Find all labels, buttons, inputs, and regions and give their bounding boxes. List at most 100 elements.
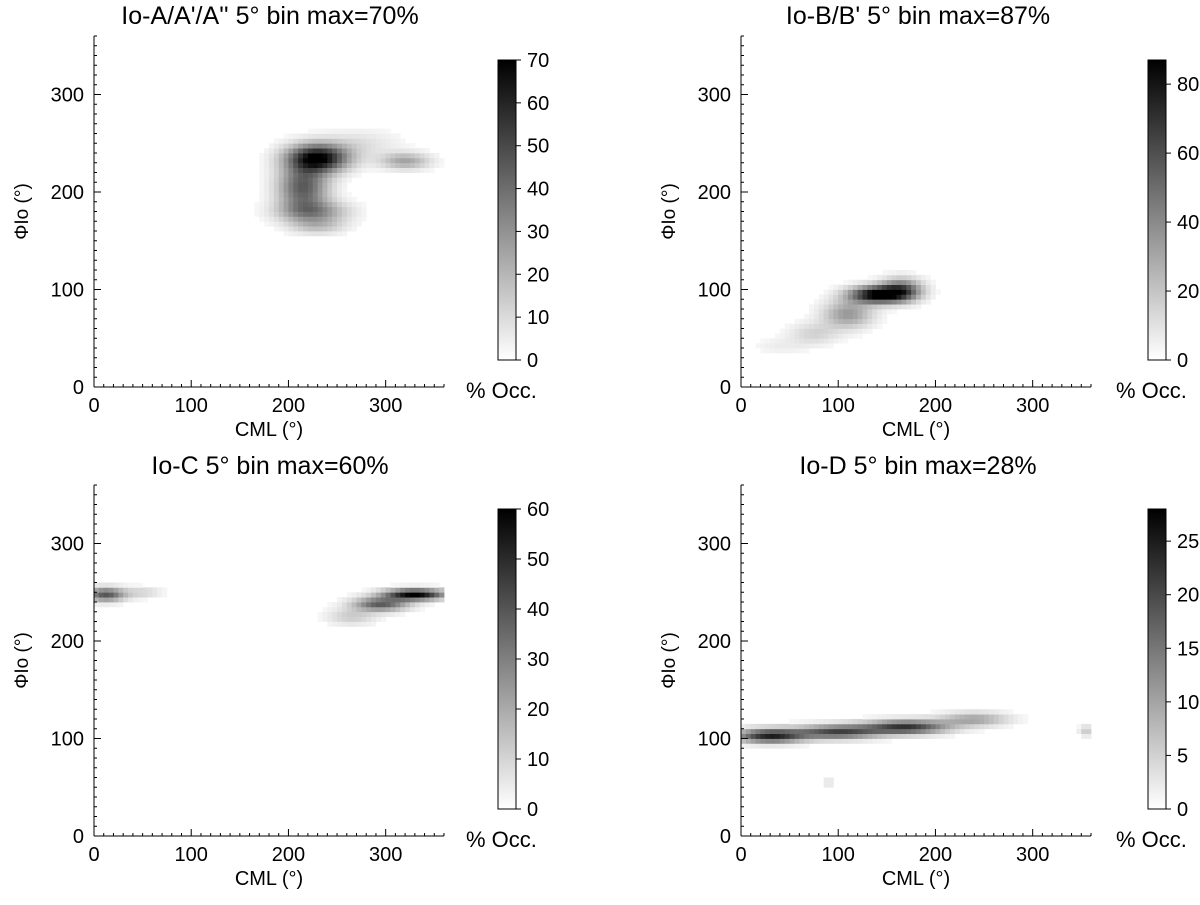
occupancy-cell [346,128,353,134]
occupancy-cell [838,318,844,325]
occupancy-cell [886,284,893,290]
occupancy-cell [993,719,1000,725]
occupancy-cell [881,294,888,300]
occupancy-cell [847,738,854,744]
panel-title: Io-D 5° bin max=28% [799,452,1036,480]
occupancy-cell [341,226,348,232]
occupancy-cell [375,143,382,149]
occupancy-cell [886,279,893,286]
occupancy-cell [390,167,396,173]
x-tick-label: 100 [175,395,208,417]
occupancy-cell [351,138,357,144]
occupancy-cell [375,133,382,139]
occupancy-cell [288,206,294,212]
occupancy-cell [327,221,333,227]
occupancy-cell [794,338,800,344]
occupancy-cell [307,187,314,193]
occupancy-cell [789,738,795,744]
occupancy-cell [327,128,333,134]
occupancy-cell [935,728,941,735]
occupancy-cell [809,333,815,339]
occupancy-cell [283,162,289,169]
occupancy-cell [779,333,786,339]
y-tick-label: 0 [720,377,731,399]
colorbar-tick-label: 0 [527,799,538,821]
occupancy-cell [828,733,834,739]
y-tick-label: 100 [51,729,84,751]
occupancy-cell [979,719,985,725]
occupancy-cell [988,709,995,715]
occupancy-cell [755,723,761,730]
occupancy-cell [828,738,834,744]
occupancy-cell [901,723,907,730]
occupancy-cell [375,167,382,173]
occupancy-cell [269,172,275,178]
occupancy-cell [847,333,854,339]
occupancy-cell [799,723,805,730]
occupancy-cell [317,231,323,237]
occupancy-cell [307,226,314,232]
occupancy-cell [833,723,839,730]
occupancy-cell [964,728,970,735]
occupancy-cell [813,299,820,305]
occupancy-cell [818,309,825,315]
occupancy-cell [862,733,868,739]
occupancy-cell [409,148,416,154]
occupancy-cell [332,128,338,134]
occupancy-cell [351,167,357,173]
occupancy-cell [273,192,280,198]
occupancy-cell [400,611,406,618]
occupancy-cell [312,226,319,232]
occupancy-cell [784,738,791,744]
occupancy-cell [424,602,430,608]
panel-title: Io-C 5° bin max=60% [151,452,388,480]
occupancy-cell [371,597,377,603]
occupancy-cell [750,743,756,749]
occupancy-cell [307,143,314,149]
occupancy-cell [916,279,922,286]
occupancy-cell [94,592,100,598]
occupancy-cell [293,172,299,178]
occupancy-cell [833,333,839,339]
occupancy-cell [278,206,284,212]
x-tick-label: 300 [1016,844,1049,866]
occupancy-cell [332,206,338,212]
occupancy-cell [916,719,922,725]
occupancy-cell [828,284,834,290]
occupancy-cell [298,226,304,232]
occupancy-cell [312,192,319,198]
occupancy-cell [891,284,897,290]
occupancy-cell [779,723,786,730]
occupancy-cell [337,196,343,203]
occupancy-cell [964,714,970,720]
occupancy-cell [264,172,270,178]
occupancy-cell [259,162,265,169]
occupancy-cell [872,294,878,300]
occupancy-cell [346,592,353,598]
occupancy-cell [298,196,304,203]
occupancy-cell [847,309,854,315]
occupancy-cell [283,133,289,139]
occupancy-cell [400,597,406,603]
occupancy-cell [872,289,878,295]
colorbar-tick-label: 0 [1177,799,1188,821]
occupancy-cell [351,206,357,212]
occupancy-cell [950,714,956,720]
occupancy-cell [380,602,387,608]
occupancy-cell [346,133,353,139]
occupancy-cell [818,318,825,325]
occupancy-cell [770,733,776,739]
occupancy-cell [395,138,401,144]
occupancy-cell [356,592,362,598]
y-tick-label: 200 [51,182,84,204]
occupancy-cell [818,719,825,725]
occupancy-cell [283,187,289,193]
occupancy-cell [346,192,353,198]
occupancy-cell [881,270,888,276]
occupancy-cell [775,723,781,730]
occupancy-cell [332,201,338,208]
occupancy-cell [916,274,922,281]
occupancy-cell [293,133,299,139]
occupancy-cell [385,153,391,159]
occupancy-cell [429,157,435,164]
